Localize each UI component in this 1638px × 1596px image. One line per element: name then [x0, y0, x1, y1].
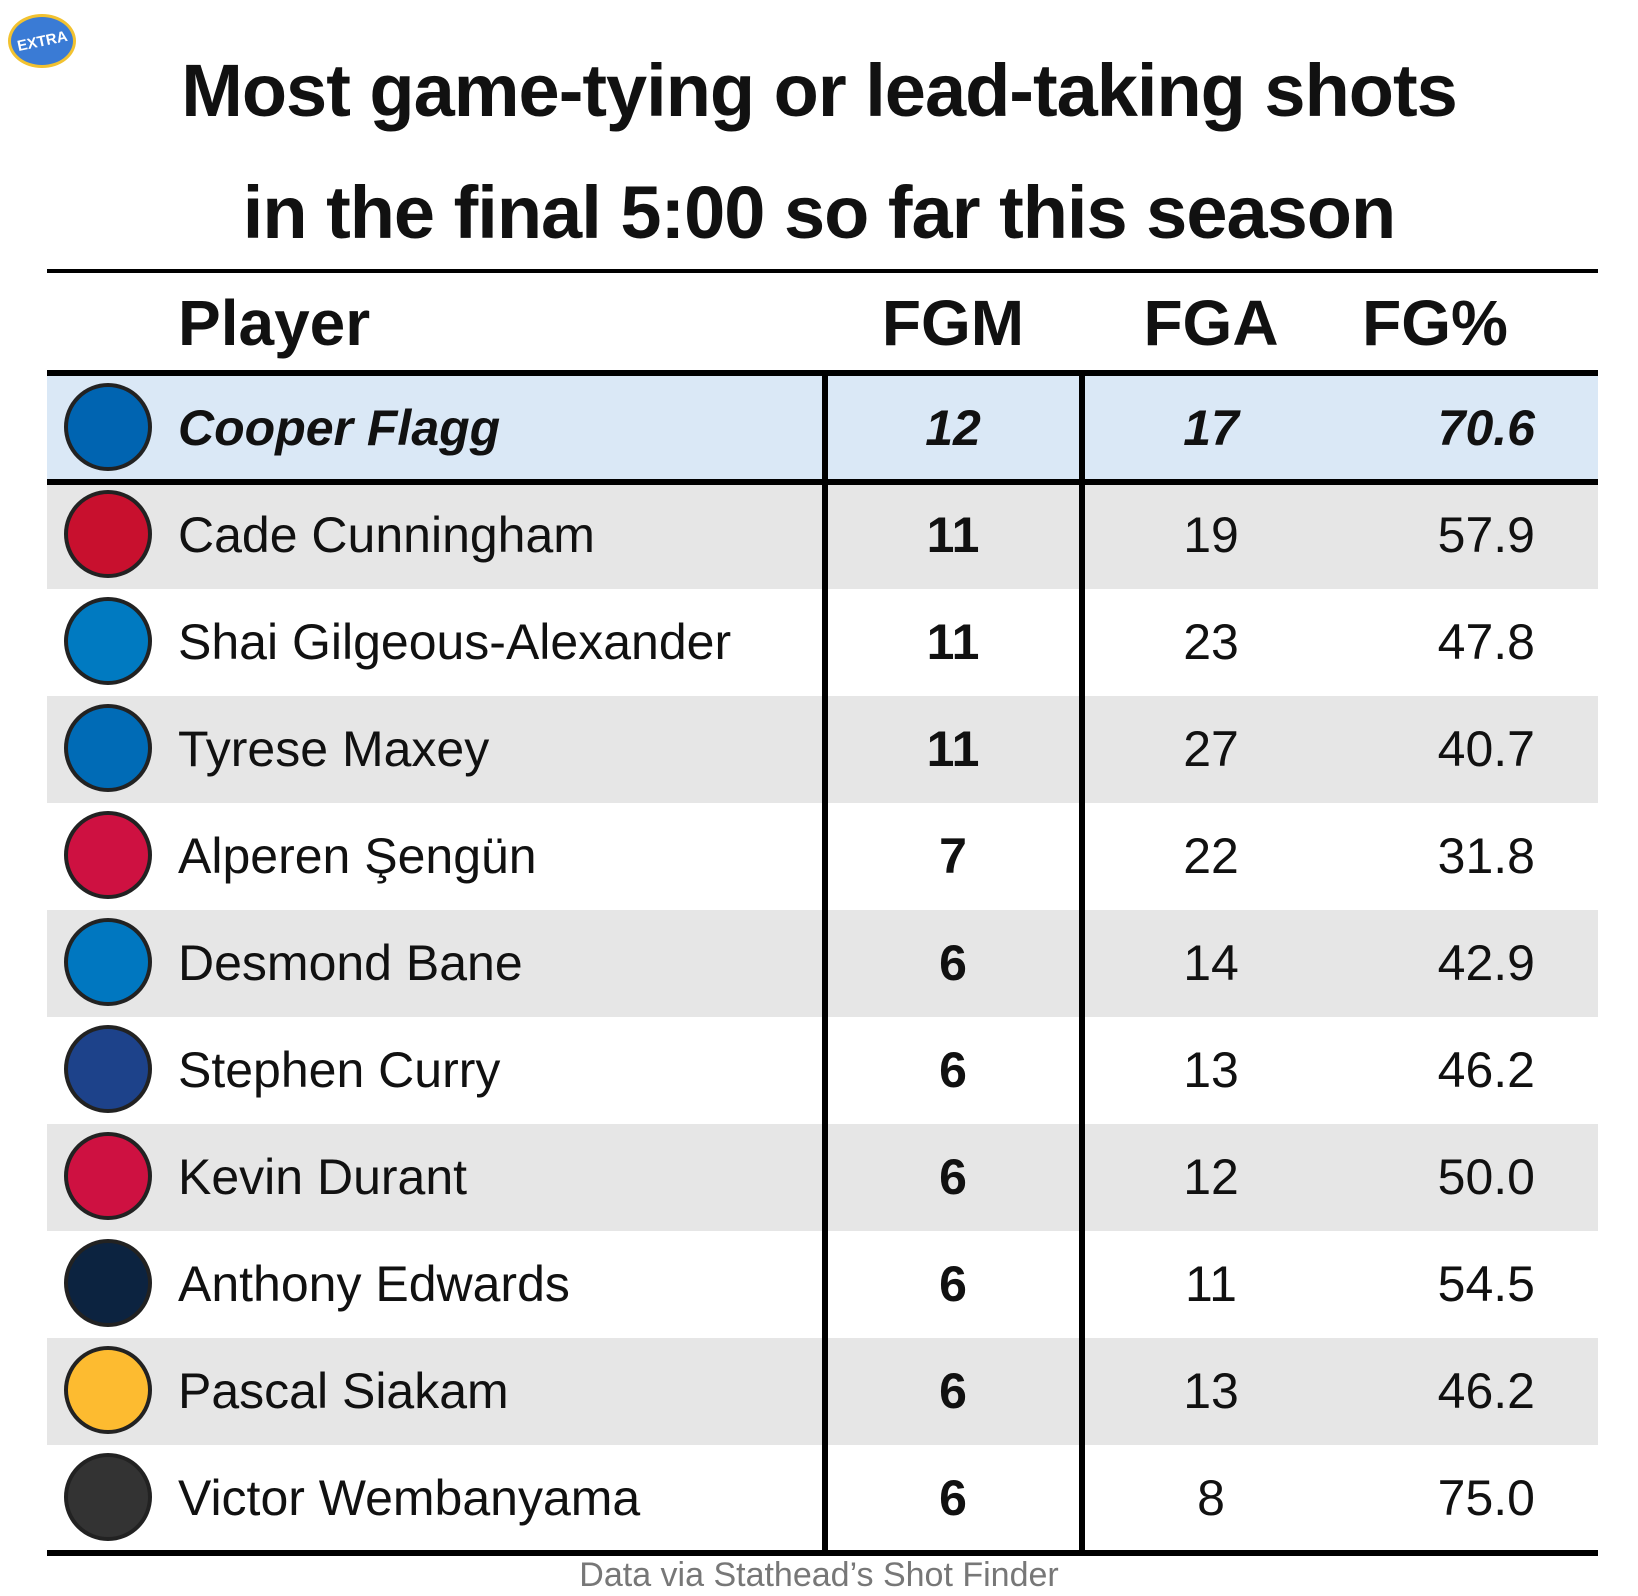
badge: EXTRA [8, 14, 76, 68]
title-line: in the final 5:00 so far this season [242, 171, 1396, 254]
stat-cell: 12 [1183, 1149, 1239, 1205]
stat-cell: 42.9 [1437, 935, 1535, 991]
stat-cell: 46.2 [1437, 1042, 1535, 1098]
rule [47, 1550, 1598, 1556]
player-name: Kevin Durant [178, 1149, 468, 1205]
title-line: Most game-tying or lead-taking shots [181, 49, 1458, 132]
stat-cell: 12 [925, 400, 981, 456]
header-cell: FGM [881, 287, 1025, 359]
stat-cell: 11 [1185, 1256, 1237, 1312]
stat-cell: 6 [939, 1363, 967, 1419]
team-logo [64, 1239, 152, 1327]
stat-cell: 6 [939, 1042, 967, 1098]
stat-cell: 17 [1183, 400, 1239, 456]
footer: Data via Stathead’s Shot Finder [579, 1556, 1059, 1594]
team-logo [64, 1132, 152, 1220]
stat-cell: 27 [1183, 721, 1239, 777]
stat-cell: 7 [939, 828, 967, 884]
stat-cell: 19 [1183, 507, 1239, 563]
stat-cell: 47.8 [1437, 614, 1535, 670]
stat-cell: 6 [939, 1470, 967, 1526]
stat-cell: 22 [1183, 828, 1239, 884]
stat-cell: 46.2 [1437, 1363, 1535, 1419]
stat-cell: 6 [939, 1256, 967, 1312]
stat-cell: 40.7 [1437, 721, 1535, 777]
team-logo [64, 383, 152, 471]
player-name: Tyrese Maxey [178, 721, 490, 777]
stat-cell: 23 [1183, 614, 1239, 670]
team-logo [64, 704, 152, 792]
team-logo [64, 1453, 152, 1541]
header-cell: Player [178, 287, 371, 359]
team-logo [64, 1025, 152, 1113]
player-name: Pascal Siakam [178, 1363, 509, 1419]
stat-cell: 75.0 [1437, 1470, 1535, 1526]
player-name: Shai Gilgeous-Alexander [178, 614, 732, 670]
header-cell: FGA [1143, 287, 1279, 359]
player-name: Desmond Bane [178, 935, 523, 991]
stat-cell: 14 [1183, 935, 1239, 991]
player-name: Anthony Edwards [178, 1256, 570, 1312]
player-name: Stephen Curry [178, 1042, 501, 1098]
stat-cell: 11 [926, 721, 980, 777]
team-logo [64, 918, 152, 1006]
stat-cell: 50.0 [1437, 1149, 1535, 1205]
column-divider [822, 373, 828, 1552]
stat-cell: 70.6 [1437, 400, 1535, 456]
stat-cell: 11 [926, 507, 980, 563]
header-cell: FG% [1362, 287, 1508, 359]
team-logo [64, 490, 152, 578]
team-logo [64, 597, 152, 685]
stat-cell: 13 [1183, 1042, 1239, 1098]
stat-cell: 13 [1183, 1363, 1239, 1419]
player-name: Cade Cunningham [178, 507, 595, 563]
team-logo [64, 811, 152, 899]
stat-cell: 54.5 [1437, 1256, 1535, 1312]
rule [47, 269, 1598, 273]
player-name: Cooper Flagg [178, 400, 501, 456]
column-divider [1079, 373, 1085, 1552]
stat-cell: 57.9 [1437, 507, 1535, 563]
stat-cell: 6 [939, 1149, 967, 1205]
stat-cell: 31.8 [1437, 828, 1535, 884]
stat-cell: 11 [926, 614, 980, 670]
stat-cell: 8 [1197, 1470, 1225, 1526]
player-name: Alperen Şengün [178, 828, 537, 884]
team-logo [64, 1346, 152, 1434]
player-name: Victor Wembanyama [178, 1470, 641, 1526]
stat-cell: 6 [939, 935, 967, 991]
